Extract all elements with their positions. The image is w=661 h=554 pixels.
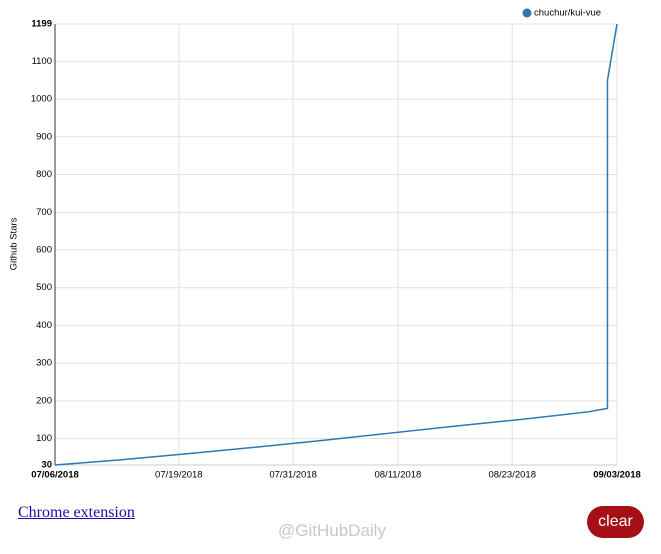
y-tick-label: 400 bbox=[36, 320, 52, 331]
legend-marker bbox=[522, 8, 532, 18]
x-tick-label: 07/31/2018 bbox=[269, 470, 317, 481]
x-tick-label: 08/11/2018 bbox=[374, 470, 421, 481]
x-tick-label: 09/03/2018 bbox=[593, 470, 641, 481]
clear-button[interactable]: clear bbox=[587, 506, 644, 538]
y-tick-label: 700 bbox=[36, 207, 52, 218]
watermark: @GitHubDaily bbox=[278, 521, 386, 540]
y-tick-label: 100 bbox=[36, 433, 52, 444]
chrome-extension-link[interactable]: Chrome extension bbox=[18, 504, 135, 521]
y-tick-label: 200 bbox=[36, 395, 52, 406]
line bbox=[54, 23, 618, 466]
y-tick-label: 500 bbox=[36, 282, 52, 293]
y-axis-label: Github Stars bbox=[9, 217, 20, 270]
x-tick-label: 07/19/2018 bbox=[155, 470, 203, 481]
y-tick-label: 30 bbox=[41, 460, 52, 471]
y-tick-label: 1199 bbox=[31, 19, 52, 30]
x-tick-label: 07/06/2018 bbox=[31, 470, 79, 481]
x-tick-label: 08/23/2018 bbox=[488, 470, 536, 481]
y-tick-label: 1000 bbox=[31, 94, 52, 105]
y-tick-label: 600 bbox=[36, 244, 52, 255]
y-tick-label: 900 bbox=[36, 131, 52, 142]
y-tick-label: 800 bbox=[36, 169, 52, 180]
legend-label: chuchur/kui-vue bbox=[534, 8, 601, 19]
y-tick-label: 1100 bbox=[32, 56, 52, 67]
y-tick-label: 300 bbox=[36, 358, 52, 369]
chart: Github Stars 30 100 200 300 400 500 600 700 800 9… bbox=[9, 8, 641, 481]
